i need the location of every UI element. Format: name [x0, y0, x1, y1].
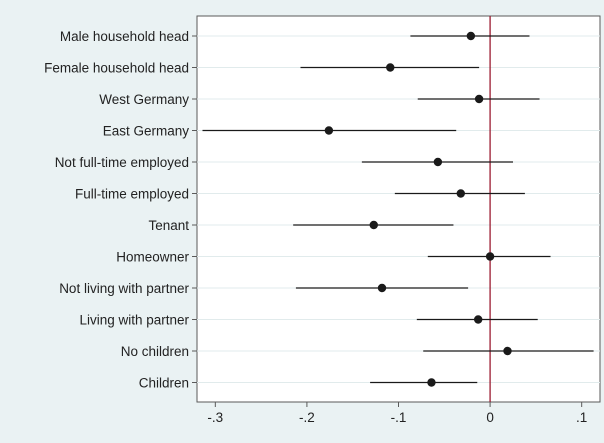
point-estimate [427, 378, 436, 387]
point-estimate [377, 283, 387, 293]
category-label: Not living with partner [59, 281, 189, 296]
category-label: Children [139, 376, 189, 391]
category-label: Living with partner [79, 313, 189, 328]
category-label: Homeowner [116, 250, 189, 265]
point-estimates [324, 31, 512, 387]
category-label: Male household head [60, 29, 189, 44]
category-label: West Germany [99, 92, 189, 107]
point-estimate [503, 346, 512, 356]
point-estimate [369, 220, 378, 230]
category-label: Female household head [44, 61, 189, 76]
x-axis: -.3 -.2 -.1 0 .1 [192, 35, 587, 425]
point-estimate [433, 157, 443, 167]
category-label: No children [121, 344, 189, 359]
point-estimate [466, 31, 476, 41]
point-estimate [456, 189, 465, 198]
x-tick-label: -.3 [207, 410, 223, 425]
category-label: Not full-time employed [55, 155, 189, 170]
point-estimate [473, 315, 483, 324]
category-label: Full-time employed [75, 187, 189, 202]
category-label: Tenant [148, 218, 189, 233]
point-estimate [386, 63, 395, 72]
point-estimate [474, 94, 484, 104]
point-estimate [324, 126, 334, 135]
x-tick-label: .1 [576, 410, 587, 425]
point-estimate [485, 252, 495, 261]
x-tick-label: -.1 [391, 410, 407, 425]
x-tick-label: 0 [486, 410, 494, 425]
category-label: East Germany [103, 124, 190, 139]
category-labels: Male household head Female household head… [44, 29, 189, 391]
plot-area [196, 15, 601, 403]
x-tick-label: -.2 [299, 410, 315, 425]
